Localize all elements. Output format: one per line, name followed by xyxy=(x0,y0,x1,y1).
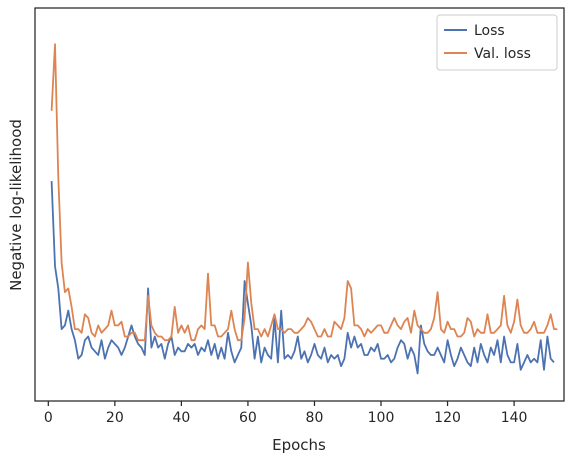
x-tick-label: 20 xyxy=(106,410,124,426)
series-line-loss xyxy=(50,181,555,375)
y-axis-label: Negative log-likelihood xyxy=(7,119,25,291)
plot-frame xyxy=(34,7,565,402)
legend-label-val-loss: Val. loss xyxy=(474,46,531,62)
x-axis-ticks: 0 20 40 60 80 100 120 140 xyxy=(44,401,528,426)
x-tick-label: 0 xyxy=(44,410,53,426)
x-tick-label: 40 xyxy=(172,410,190,426)
series-line-val-loss xyxy=(50,43,558,342)
x-tick-label: 120 xyxy=(434,410,461,426)
x-tick-label: 100 xyxy=(368,410,395,426)
x-tick-label: 80 xyxy=(306,410,324,426)
x-axis-label: Epochs xyxy=(272,436,326,454)
series-lines xyxy=(50,43,558,375)
x-tick-label: 60 xyxy=(239,410,257,426)
x-tick-label: 140 xyxy=(501,410,528,426)
legend-box xyxy=(436,14,558,71)
legend-label-loss: Loss xyxy=(474,23,505,39)
legend: Loss Val. loss xyxy=(436,14,558,71)
